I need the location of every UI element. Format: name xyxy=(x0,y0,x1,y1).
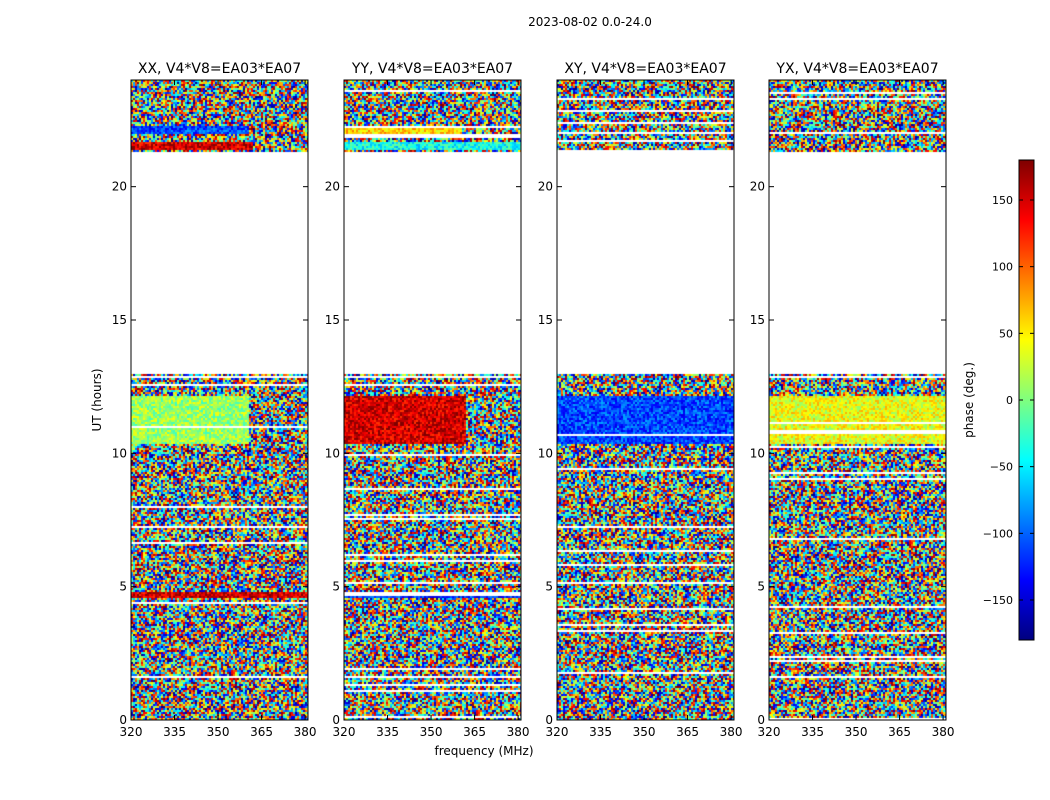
y-tick-label: 10 xyxy=(325,446,340,460)
x-tick-label: 380 xyxy=(720,725,743,739)
figure-title: 2023-08-02 0.0-24.0 xyxy=(528,15,652,29)
x-tick-label: 350 xyxy=(845,725,868,739)
x-tick-label: 350 xyxy=(420,725,443,739)
y-tick-label: 10 xyxy=(538,446,553,460)
y-tick-label: 0 xyxy=(757,713,765,727)
x-tick-label: 335 xyxy=(589,725,612,739)
panel-frame xyxy=(130,79,309,721)
heatmap-image xyxy=(557,80,734,720)
x-tick-label: 365 xyxy=(888,725,911,739)
x-tick-label: 320 xyxy=(333,725,356,739)
x-tick-label: 365 xyxy=(463,725,486,739)
y-tick-label: 10 xyxy=(112,446,127,460)
panel-4: YX, V4*V8=EA03*EA07 0 5 10 15 20 320 335 350 365 3… xyxy=(750,61,955,739)
y-tick-label: 10 xyxy=(750,446,765,460)
colorbar-tick-label: −150 xyxy=(983,594,1013,607)
panel-title: XY, V4*V8=EA03*EA07 xyxy=(564,61,726,77)
y-tick-label: 0 xyxy=(545,713,553,727)
panel-title: XX, V4*V8=EA03*EA07 xyxy=(138,61,301,77)
y-tick-label: 5 xyxy=(332,580,340,594)
x-tick-label: 335 xyxy=(376,725,399,739)
colorbar-tick-label: 100 xyxy=(992,261,1013,274)
panel-frame xyxy=(768,79,947,721)
colorbar-tick-label: −100 xyxy=(983,527,1013,540)
x-tick-label: 380 xyxy=(294,725,317,739)
x-tick-label: 350 xyxy=(633,725,656,739)
colorbar-label: phase (deg.) xyxy=(962,362,976,438)
y-tick-label: 20 xyxy=(750,180,765,194)
panels: XX, V4*V8=EA03*EA07 0 5 10 15 20 320 335 350 365 3… xyxy=(112,61,955,739)
x-tick-label: 350 xyxy=(207,725,230,739)
heatmap-image xyxy=(344,80,521,720)
x-tick-label: 320 xyxy=(758,725,781,739)
x-tick-label: 365 xyxy=(676,725,699,739)
heatmap-image xyxy=(769,80,946,720)
colorbar-tick-label: 50 xyxy=(999,327,1013,340)
x-tick-label: 365 xyxy=(250,725,273,739)
y-tick-label: 20 xyxy=(538,180,553,194)
colorbar: phase (deg.) −150 −100 −50 0 50 100 150 xyxy=(962,159,1035,641)
panel-2: YY, V4*V8=EA03*EA07 0 5 10 15 20 320 335 350 365 3… xyxy=(325,61,530,739)
x-tick-label: 380 xyxy=(932,725,955,739)
heatmap-image xyxy=(131,80,308,720)
colorbar-tick-label: −50 xyxy=(990,461,1013,474)
x-tick-label: 320 xyxy=(120,725,143,739)
y-tick-label: 5 xyxy=(119,580,127,594)
panel-3: XY, V4*V8=EA03*EA07 0 5 10 15 20 320 335 350 365 3… xyxy=(538,61,743,739)
panel-frame xyxy=(556,79,735,721)
y-tick-label: 15 xyxy=(750,313,765,327)
y-tick-label: 0 xyxy=(119,713,127,727)
x-axis-label: frequency (MHz) xyxy=(434,744,533,758)
panel-1: XX, V4*V8=EA03*EA07 0 5 10 15 20 320 335 350 365 3… xyxy=(112,61,317,739)
x-tick-label: 335 xyxy=(163,725,186,739)
panel-title: YX, V4*V8=EA03*EA07 xyxy=(775,61,938,77)
y-tick-label: 15 xyxy=(538,313,553,327)
colorbar-tick-label: 0 xyxy=(1006,394,1013,407)
y-tick-label: 5 xyxy=(545,580,553,594)
y-tick-label: 5 xyxy=(757,580,765,594)
x-tick-label: 335 xyxy=(801,725,824,739)
y-axis-label: UT (hours) xyxy=(90,368,104,431)
colorbar-tick-label: 150 xyxy=(992,194,1013,207)
y-tick-label: 15 xyxy=(112,313,127,327)
y-tick-label: 15 xyxy=(325,313,340,327)
y-tick-label: 0 xyxy=(332,713,340,727)
y-tick-label: 20 xyxy=(112,180,127,194)
y-tick-label: 20 xyxy=(325,180,340,194)
panel-frame xyxy=(343,79,522,721)
x-tick-label: 380 xyxy=(507,725,530,739)
panel-title: YY, V4*V8=EA03*EA07 xyxy=(351,61,513,77)
x-tick-label: 320 xyxy=(546,725,569,739)
